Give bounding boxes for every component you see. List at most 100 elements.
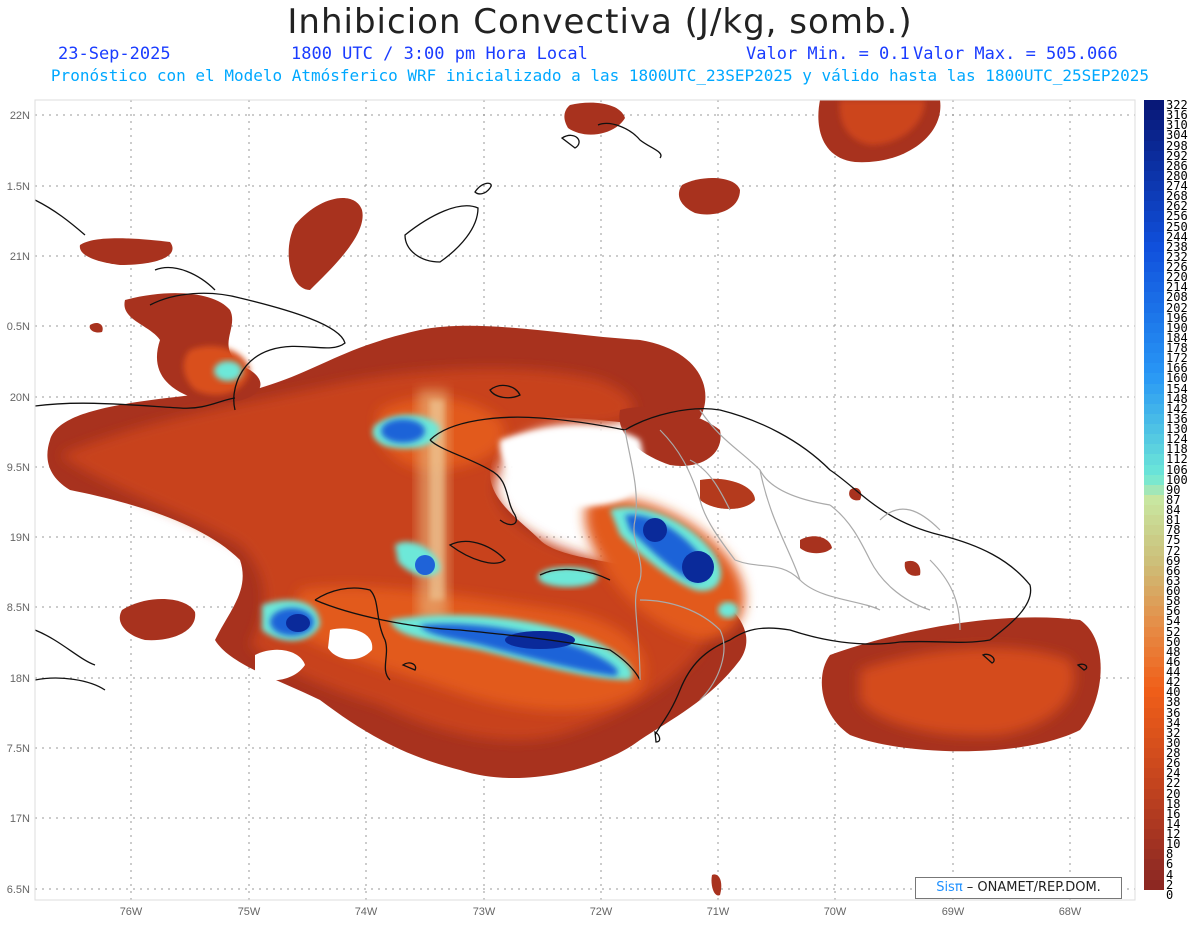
- colorbar-cell: [1144, 353, 1164, 364]
- colorbar-label: 87: [1166, 492, 1181, 507]
- colorbar-label: 14: [1166, 816, 1181, 831]
- colorbar-label: 18: [1166, 796, 1181, 811]
- lon-label: 68W: [1059, 906, 1082, 918]
- colorbar-label: 154: [1166, 381, 1188, 396]
- colorbar-label: 220: [1166, 270, 1188, 285]
- colorbar-cell: [1144, 667, 1164, 678]
- colorbar-label: 50: [1166, 634, 1181, 649]
- colorbar: [1144, 100, 1164, 901]
- colorbar-cell: [1144, 879, 1164, 891]
- colorbar-cell: [1144, 322, 1164, 334]
- colorbar-label: 56: [1166, 604, 1181, 619]
- colorbar-label: 160: [1166, 371, 1188, 386]
- colorbar-cell: [1144, 687, 1164, 698]
- colorbar-label: 24: [1166, 766, 1181, 781]
- colorbar-cell: [1144, 758, 1164, 769]
- colorbar-label: 12: [1166, 827, 1181, 842]
- lat-label: 0.5N: [7, 321, 30, 333]
- colorbar-label: 44: [1166, 665, 1181, 680]
- colorbar-label: 268: [1166, 189, 1188, 204]
- colorbar-label: 72: [1166, 543, 1181, 558]
- forecast-time: 1800 UTC / 3:00 pm Hora Local: [291, 44, 588, 64]
- lat-label: 18N: [10, 673, 30, 685]
- colorbar-cell: [1144, 211, 1164, 223]
- colorbar-label: 232: [1166, 249, 1188, 264]
- lat-label: 22N: [10, 110, 30, 122]
- colorbar-cell: [1144, 191, 1164, 202]
- lon-label: 70W: [824, 906, 847, 918]
- credit-box: Sisπ – ONAMET/REP.DOM.: [915, 877, 1122, 899]
- colorbar-cell: [1144, 150, 1164, 162]
- colorbar-cell: [1144, 413, 1164, 425]
- value-max: Valor Max. = 505.066: [913, 44, 1118, 64]
- lat-label: 17N: [10, 813, 30, 825]
- colorbar-cell: [1144, 434, 1164, 445]
- colorbar-label: 75: [1166, 533, 1181, 548]
- colorbar-label: 292: [1166, 148, 1188, 163]
- lon-label: 76W: [120, 906, 143, 918]
- colorbar-label: 298: [1166, 138, 1188, 153]
- colorbar-label: 142: [1166, 401, 1188, 416]
- colorbar-label: 48: [1166, 644, 1181, 659]
- colorbar-cell: [1144, 262, 1164, 273]
- colorbar-cell: [1144, 505, 1164, 516]
- colorbar-cell: [1144, 798, 1164, 810]
- colorbar-cell: [1144, 302, 1164, 314]
- colorbar-label: 54: [1166, 614, 1181, 629]
- colorbar-label: 178: [1166, 341, 1188, 356]
- colorbar-cell: [1144, 343, 1164, 354]
- colorbar-cell: [1144, 818, 1164, 830]
- colorbar-label: 81: [1166, 513, 1181, 528]
- colorbar-label: 250: [1166, 219, 1188, 234]
- colorbar-label: 208: [1166, 290, 1188, 305]
- colorbar-label: 90: [1166, 482, 1181, 497]
- colorbar-cell: [1144, 748, 1164, 759]
- colorbar-cell: [1144, 110, 1164, 121]
- colorbar-label: 58: [1166, 594, 1181, 609]
- model-subtitle: Pronóstico con el Modelo Atmósferico WRF…: [50, 66, 1150, 85]
- colorbar-cell: [1144, 839, 1164, 850]
- lon-label: 71W: [707, 906, 730, 918]
- colorbar-label: 30: [1166, 735, 1181, 750]
- colorbar-cell: [1144, 869, 1164, 881]
- colorbar-label: 310: [1166, 118, 1188, 133]
- colorbar-label: 106: [1166, 462, 1188, 477]
- colorbar-cell: [1144, 241, 1164, 253]
- colorbar-cell: [1144, 656, 1164, 668]
- colorbar-cell: [1144, 808, 1164, 820]
- colorbar-cell: [1144, 140, 1164, 152]
- colorbar-label: 60: [1166, 584, 1181, 599]
- colorbar-label: 214: [1166, 280, 1188, 295]
- colorbar-label: 8: [1166, 847, 1174, 862]
- lat-label: 21N: [10, 251, 30, 263]
- colorbar-label: 2: [1166, 877, 1174, 892]
- colorbar-cell: [1144, 859, 1164, 871]
- colorbar-cell: [1144, 586, 1164, 597]
- colorbar-label: 63: [1166, 573, 1181, 588]
- colorbar-label: 226: [1166, 260, 1188, 275]
- colorbar-label: 112: [1166, 452, 1188, 467]
- lon-label: 75W: [238, 906, 261, 918]
- colorbar-label: 0: [1166, 887, 1174, 902]
- colorbar-label: 166: [1166, 361, 1188, 376]
- credit-text: – ONAMET/REP.DOM.: [962, 880, 1101, 895]
- colorbar-label: 6: [1166, 857, 1174, 872]
- province-borders: [624, 409, 961, 701]
- value-min: Valor Min. = 0.1: [746, 44, 910, 64]
- colorbar-cell: [1144, 768, 1164, 779]
- colorbar-cell: [1144, 515, 1164, 526]
- colorbar-label: 34: [1166, 715, 1181, 730]
- colorbar-cell: [1144, 170, 1164, 182]
- colorbar-cell: [1144, 201, 1164, 212]
- lat-label: 1.5N: [7, 181, 30, 193]
- lon-axis: 76W 75W 74W 73W 72W 71W 70W 69W 68W: [120, 906, 1082, 918]
- colorbar-label: 20: [1166, 786, 1181, 801]
- colorbar-cell: [1144, 403, 1164, 415]
- colorbar-label: 280: [1166, 168, 1188, 183]
- lon-label: 73W: [473, 906, 496, 918]
- colorbar-cell: [1144, 424, 1164, 435]
- colorbar-cell: [1144, 616, 1164, 628]
- colorbar-cell: [1144, 464, 1164, 476]
- colorbar-cell: [1144, 707, 1164, 719]
